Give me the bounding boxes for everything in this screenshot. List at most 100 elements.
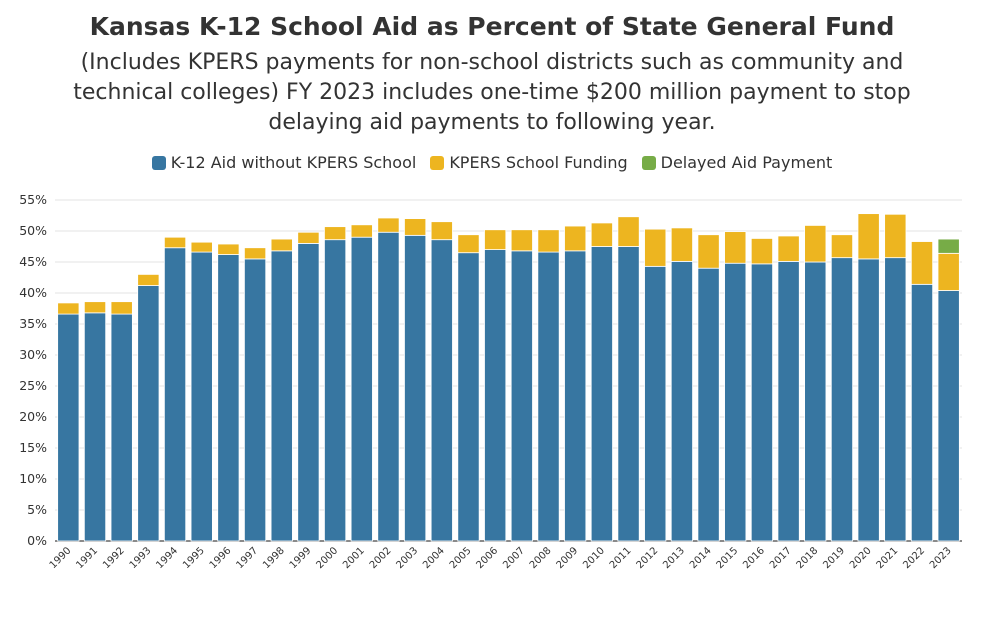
bar-segment[interactable] [244,247,267,260]
bar-segment[interactable] [217,243,240,255]
bar-segment[interactable] [644,265,667,542]
bar-segment[interactable] [750,238,773,265]
bar-segment[interactable] [777,235,800,262]
x-tick-label: 1990 [48,545,74,571]
bar-segment[interactable] [190,251,213,542]
bar-segment[interactable] [830,257,854,542]
bar-segment[interactable] [777,260,800,542]
x-tick-label: 2017 [768,545,794,571]
bar-segment[interactable] [377,231,400,542]
bar-segment[interactable] [884,213,907,259]
bar-segment[interactable] [670,260,693,542]
bar-segment[interactable] [57,302,80,315]
bar-segment[interactable] [724,262,747,542]
bar-segment[interactable] [457,252,480,542]
bar-segment[interactable] [484,229,507,250]
bar-segment[interactable] [163,236,187,249]
bar-segment[interactable] [83,301,107,314]
bar-segment[interactable] [857,258,880,542]
bar-segment[interactable] [617,246,640,542]
x-tick-label: 2013 [661,545,687,571]
bar-segment[interactable] [297,242,320,542]
bar-segment[interactable] [57,313,80,542]
bar-segment[interactable] [350,236,373,542]
bar-segment[interactable] [857,213,880,260]
bar-segment[interactable] [830,234,854,259]
bar-segment[interactable] [537,251,560,542]
bar-segment[interactable] [430,239,453,542]
bar-segment[interactable] [137,285,160,542]
bars [57,213,960,542]
bar-segment[interactable] [590,246,613,542]
bar-segment[interactable] [404,218,427,236]
bar-segment[interactable] [510,250,533,542]
bar-segment[interactable] [564,225,587,252]
chart-subtitle: (Includes KPERS payments for non-school … [73,50,911,135]
bar-segment[interactable] [377,217,400,233]
bar-segment[interactable] [270,238,293,252]
bar-segment[interactable] [617,216,640,247]
legend-item-delayed-aid[interactable]: Delayed Aid Payment [641,153,832,172]
bar-segment[interactable] [163,247,187,542]
x-tick-label: 1991 [74,545,100,571]
bar-segment[interactable] [217,254,240,542]
x-tick-label: 2005 [448,545,474,571]
bar-segment[interactable] [804,261,827,542]
y-tick-label: 30% [19,347,47,362]
x-tick-label: 2000 [314,545,340,571]
bar-segment[interactable] [697,234,720,269]
bar-segment[interactable] [670,227,693,262]
bar-segment[interactable] [804,225,827,263]
x-axis-ticks: 1990 1991 1992 1993 1994 1995 1996 1997 1998 1999… [48,545,954,571]
bar-segment[interactable] [724,231,747,264]
bar-segment[interactable] [644,228,667,267]
bar-segment[interactable] [83,312,107,542]
bar-segment[interactable] [590,222,613,247]
x-tick-label: 2016 [741,545,767,571]
bar-segment[interactable] [937,238,960,254]
x-tick-label: 1998 [261,545,287,571]
x-tick-label: 2012 [635,545,661,571]
y-tick-label: 20% [19,409,47,424]
bar-segment[interactable] [270,250,293,542]
bar-segment[interactable] [404,234,427,542]
x-tick-label: 2008 [528,545,554,571]
bar-segment[interactable] [697,267,720,542]
x-tick-label: 2009 [555,545,581,571]
bar-segment[interactable] [350,224,373,238]
bar-segment[interactable] [110,301,133,315]
x-tick-label: 2018 [795,545,821,571]
x-tick-label: 1993 [128,545,154,571]
bar-segment[interactable] [484,249,507,542]
bar-segment[interactable] [324,239,347,542]
bar-segment[interactable] [564,250,587,542]
bar-segment[interactable] [937,252,960,291]
chart-title: Kansas K-12 School Aid as Percent of Sta… [89,12,895,41]
bar-segment[interactable] [110,313,133,542]
bar-segment[interactable] [537,229,560,253]
y-tick-label: 25% [19,378,47,393]
x-tick-label: 2001 [341,545,367,571]
x-tick-label: 1995 [181,545,207,571]
bar-segment[interactable] [244,258,267,542]
y-tick-label: 40% [19,285,47,300]
bar-segment[interactable] [297,231,320,244]
bar-segment[interactable] [457,234,480,254]
bar-segment[interactable] [510,229,533,252]
bar-segment[interactable] [750,263,773,542]
bar-segment[interactable] [137,273,160,286]
bar-segment[interactable] [430,221,453,241]
y-tick-label: 50% [19,223,47,238]
legend-item-kpers[interactable]: KPERS School Funding [430,153,628,172]
x-tick-label: 2003 [394,545,420,571]
legend-item-k12-aid[interactable]: K-12 Aid without KPERS School [151,153,416,172]
bar-segment[interactable] [190,241,213,253]
legend: K-12 Aid without KPERS School KPERS Scho… [0,153,984,172]
bar-segment[interactable] [910,241,934,285]
bar-segment[interactable] [910,283,934,542]
y-tick-label: 45% [19,254,47,269]
bar-segment[interactable] [884,257,907,542]
x-tick-label: 2022 [901,545,927,571]
bar-segment[interactable] [324,226,347,241]
bar-segment[interactable] [937,290,960,542]
